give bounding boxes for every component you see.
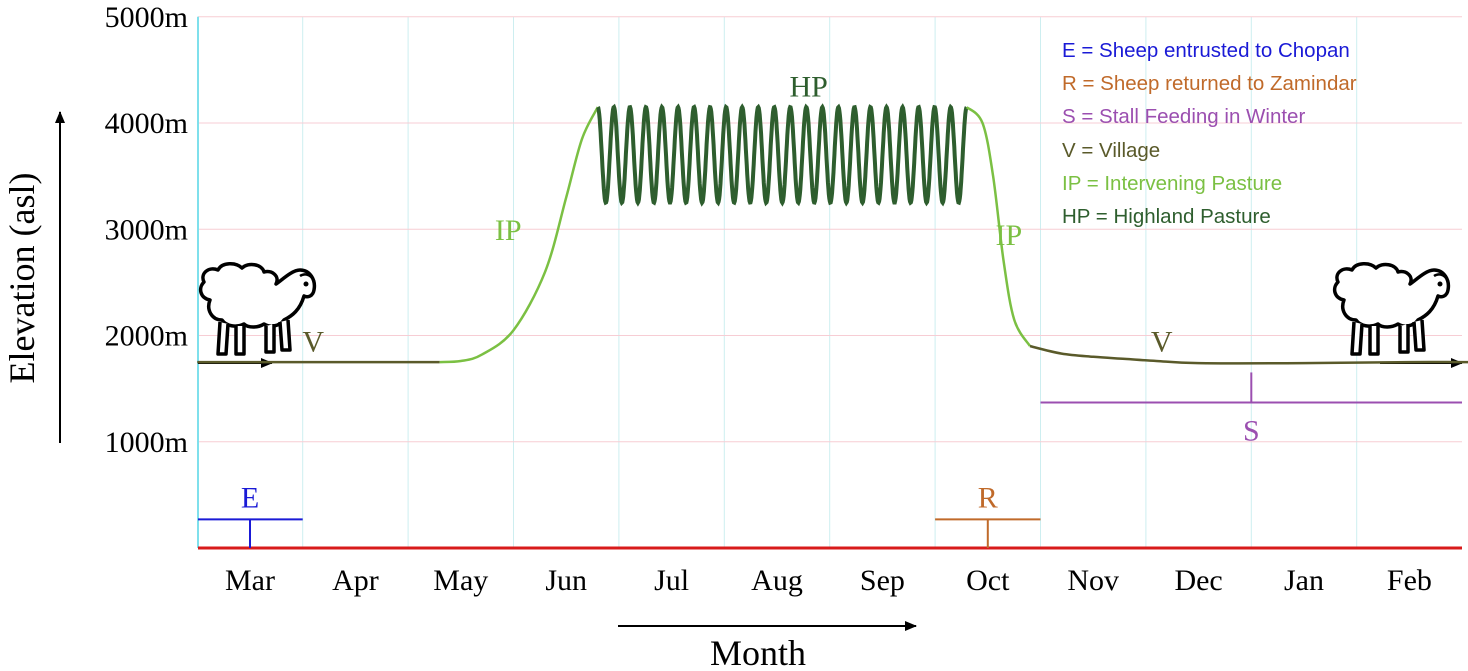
legend-item-v: V = Village	[1062, 138, 1161, 162]
x-axis-title: Month	[710, 633, 806, 671]
x-tick-label: Aug	[751, 564, 803, 597]
y-tick-label: 3000m	[105, 213, 188, 246]
x-tick-label: Jan	[1284, 564, 1324, 597]
y-tick-label: 5000m	[105, 1, 188, 34]
x-tick-label: Mar	[225, 564, 275, 597]
vertical-gridlines	[302, 16, 1358, 548]
legend-item-e: E = Sheep entrusted to Chopan	[1062, 39, 1350, 62]
phase-labels: V IP HP IP V	[302, 70, 1172, 358]
y-tick-label: 1000m	[105, 426, 188, 459]
y-tick-labels: 1000m 2000m 3000m 4000m 5000m	[105, 1, 188, 459]
x-tick-label: Jul	[654, 564, 689, 597]
x-tick-label: Apr	[332, 564, 379, 597]
legend-item-hp: HP = Highland Pasture	[1062, 204, 1271, 228]
event-label: R	[978, 481, 998, 514]
y-tick-label: 2000m	[105, 320, 188, 353]
phase-label: IP	[495, 214, 522, 247]
legend-item-r: R = Sheep returned to Zamindar	[1062, 72, 1357, 96]
sheep-icon	[1332, 262, 1451, 356]
horizontal-gridlines	[198, 16, 1462, 443]
x-tick-label: Feb	[1387, 564, 1432, 597]
y-tick-label: 4000m	[105, 107, 188, 140]
y-axis-title: Elevation (asl)	[2, 173, 42, 384]
village-elevation-line-return	[1029, 344, 1468, 365]
event-markers: E R S	[198, 372, 1462, 548]
x-tick-label: Nov	[1067, 564, 1119, 597]
sheep-icon	[198, 262, 317, 356]
x-tick-label: Dec	[1174, 564, 1222, 597]
legend: E = Sheep entrusted to Chopan R = Sheep …	[1062, 34, 1357, 233]
phase-label: IP	[996, 219, 1023, 252]
x-tick-label: May	[433, 564, 488, 597]
x-tick-label: Sep	[860, 564, 905, 597]
phase-label: HP	[789, 70, 827, 103]
event-label: S	[1243, 414, 1260, 447]
x-tick-label: Jun	[545, 564, 587, 597]
intervening-pasture-ascent	[439, 106, 599, 364]
highland-pasture-oscillation	[596, 103, 969, 207]
legend-item-s: S = Stall Feeding in Winter	[1062, 105, 1306, 129]
intervening-pasture-descent	[965, 106, 1032, 347]
phase-label: V	[1151, 325, 1173, 358]
event-label: E	[241, 481, 259, 514]
x-tick-labels: Mar Apr May Jun Jul Aug Sep Oct Nov Dec Jan Feb	[225, 564, 1432, 597]
phase-label: V	[302, 325, 324, 358]
x-tick-label: Oct	[966, 564, 1010, 597]
legend-item-ip: IP = Intervening Pasture	[1062, 171, 1283, 195]
